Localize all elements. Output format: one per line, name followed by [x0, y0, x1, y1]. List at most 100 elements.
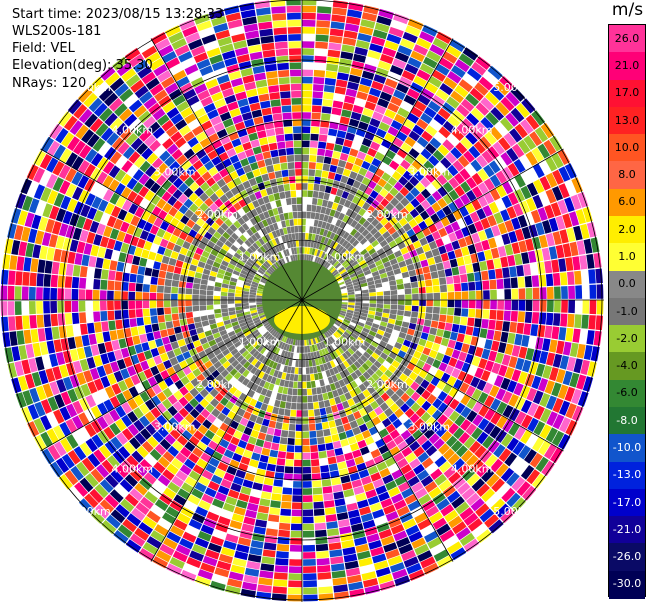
range-gate-cell: [226, 465, 237, 476]
range-gate-cell: [477, 418, 490, 431]
range-gate-cell: [388, 413, 398, 423]
range-gate-cell: [335, 373, 343, 381]
range-gate-cell: [58, 164, 71, 179]
range-gate-cell: [206, 300, 214, 305]
range-gate-cell: [288, 430, 296, 438]
range-gate-cell: [340, 335, 347, 343]
range-gate-cell: [207, 109, 219, 120]
range-gate-cell: [531, 110, 546, 126]
range-gate-cell: [200, 435, 211, 446]
range-gate-cell: [427, 100, 441, 113]
range-gate-cell: [451, 496, 465, 509]
colorbar-swatch: [609, 188, 645, 217]
range-gate-cell: [370, 364, 379, 373]
range-gate-cell: [332, 350, 339, 358]
range-gate-cell: [280, 91, 291, 99]
range-gate-cell: [259, 281, 266, 286]
range-gate-cell: [589, 300, 597, 315]
range-gate-cell: [286, 445, 295, 453]
range-gate-cell: [413, 261, 422, 270]
range-gate-cell: [349, 272, 357, 278]
range-gate-cell: [98, 142, 111, 156]
range-gate-cell: [181, 57, 196, 69]
range-gate-cell: [234, 193, 243, 202]
range-gate-cell: [314, 515, 326, 523]
range-gate-cell: [385, 202, 395, 212]
range-gate-cell: [389, 446, 401, 457]
range-gate-cell: [357, 198, 366, 208]
range-gate-cell: [287, 27, 301, 34]
range-gate-cell: [303, 573, 317, 581]
range-gate-cell: [445, 347, 454, 357]
range-gate-cell: [318, 141, 327, 149]
range-gate-cell: [11, 346, 21, 362]
range-gate-cell: [576, 240, 586, 255]
range-gate-cell: [244, 567, 260, 577]
range-gate-cell: [238, 319, 246, 324]
range-gate-cell: [449, 398, 460, 410]
range-gate-cell: [292, 112, 302, 119]
range-gate-cell: [448, 177, 460, 189]
range-gate-cell: [341, 206, 349, 215]
range-gate-cell: [153, 235, 163, 246]
range-gate-cell: [312, 226, 318, 234]
range-gate-cell: [296, 417, 302, 424]
range-gate-cell: [184, 458, 196, 470]
range-gate-cell: [186, 342, 195, 351]
range-gate-cell: [385, 423, 396, 434]
range-gate-cell: [252, 392, 260, 401]
range-gate-cell: [256, 295, 263, 298]
range-gate-cell: [184, 209, 194, 219]
range-gate-cell: [194, 83, 208, 95]
range-gate-cell: [325, 514, 337, 522]
range-gate-cell: [192, 223, 201, 233]
range-gate-cell: [268, 360, 275, 368]
range-gate-cell: [443, 394, 454, 406]
range-gate-cell: [36, 287, 43, 300]
range-gate-cell: [411, 537, 426, 549]
range-gate-cell: [323, 340, 329, 347]
range-gate-cell: [134, 482, 148, 496]
range-gate-cell: [453, 172, 465, 185]
range-gate-cell: [228, 205, 237, 215]
range-gate-cell: [408, 569, 425, 581]
range-gate-cell: [254, 232, 261, 240]
range-gate-cell: [338, 519, 350, 528]
range-gate-cell: [278, 356, 284, 364]
range-gate-cell: [200, 96, 213, 107]
range-gate-cell: [502, 419, 514, 433]
range-gate-cell: [291, 247, 295, 255]
range-gate-cell: [476, 379, 487, 391]
range-gate-cell: [235, 469, 246, 479]
range-gate-cell: [454, 300, 462, 308]
range-gate-cell: [266, 334, 273, 342]
range-gate-cell: [385, 511, 399, 522]
range-gate-cell: [196, 20, 212, 32]
range-gate-cell: [345, 281, 353, 286]
range-gate-cell: [166, 531, 181, 544]
range-gate-cell: [290, 523, 302, 531]
range-gate-cell: [275, 378, 281, 386]
range-gate-cell: [160, 220, 170, 231]
range-gate-cell: [421, 400, 432, 411]
range-gate-cell: [259, 570, 274, 579]
colorbar-swatch: [609, 52, 645, 81]
range-gate-cell: [167, 172, 179, 184]
range-gate-cell: [79, 277, 87, 289]
range-gate-cell: [154, 253, 164, 263]
range-gate-cell: [466, 454, 479, 468]
range-gate-cell: [200, 182, 210, 192]
range-gate-cell: [433, 255, 443, 264]
range-gate-cell: [193, 316, 202, 323]
range-gate-cell: [410, 198, 420, 208]
range-gate-cell: [396, 131, 408, 142]
range-gate-cell: [567, 271, 575, 285]
range-gate-cell: [276, 221, 283, 229]
range-gate-cell: [339, 152, 349, 162]
range-gate-cell: [260, 347, 267, 355]
range-gate-cell: [250, 309, 258, 314]
range-gate-cell: [238, 366, 246, 375]
range-gate-cell: [178, 396, 189, 407]
range-gate-cell: [275, 558, 289, 566]
range-gate-cell: [152, 384, 162, 395]
